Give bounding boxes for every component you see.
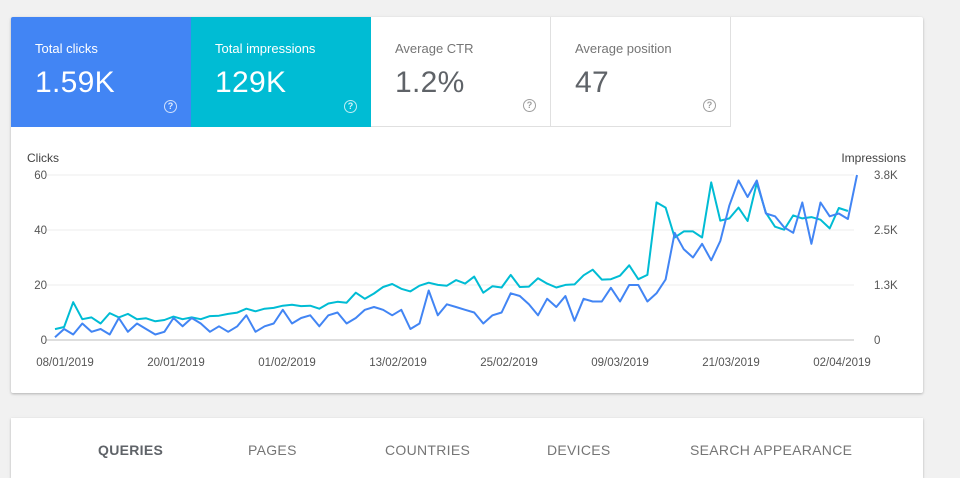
clicks-series-line bbox=[54, 174, 858, 339]
total-clicks-card[interactable]: Total clicks 1.59K ? bbox=[11, 17, 191, 127]
tab-countries[interactable]: COUNTRIES bbox=[385, 442, 471, 458]
average-ctr-value: 1.2% bbox=[395, 66, 465, 99]
average-ctr-card[interactable]: Average CTR 1.2% ? bbox=[371, 17, 551, 127]
help-icon[interactable]: ? bbox=[703, 99, 716, 112]
help-icon[interactable]: ? bbox=[523, 99, 536, 112]
impressions-series-line bbox=[54, 181, 849, 331]
chart-lines bbox=[54, 174, 858, 339]
tab-devices[interactable]: DEVICES bbox=[547, 442, 611, 458]
x-tick-label: 08/01/2019 bbox=[36, 357, 94, 369]
report-tabs: QUERIES PAGES COUNTRIES DEVICES SEARCH APPEA… bbox=[11, 418, 923, 478]
total-impressions-card[interactable]: Total impressions 129K ? bbox=[191, 17, 371, 127]
right-tick-label: 0 bbox=[874, 335, 880, 347]
tab-queries[interactable]: QUERIES bbox=[98, 442, 164, 458]
average-ctr-label: Average CTR bbox=[395, 41, 474, 56]
left-tick-label: 20 bbox=[34, 280, 47, 292]
x-tick-label: 25/02/2019 bbox=[480, 357, 538, 369]
right-tick-label: 1.3K bbox=[874, 280, 898, 292]
average-position-label: Average position bbox=[575, 41, 672, 56]
total-impressions-label: Total impressions bbox=[215, 41, 316, 56]
performance-card: Total clicks 1.59K ? Total impressions 1… bbox=[11, 17, 923, 393]
chart-grid bbox=[46, 174, 854, 341]
help-icon[interactable]: ? bbox=[344, 100, 357, 113]
chart-ticks: 60 40 20 0 3.8K 2.5K 1.3K 0 08/01/2019 20/01/2019… bbox=[34, 170, 898, 369]
x-tick-label: 09/03/2019 bbox=[591, 357, 649, 369]
tab-pages[interactable]: PAGES bbox=[248, 442, 297, 458]
total-clicks-label: Total clicks bbox=[35, 41, 98, 56]
performance-chart[interactable]: Clicks Impressions 60402003.8K2.5K1.3K00… bbox=[11, 17, 923, 393]
left-tick-label: 40 bbox=[34, 225, 47, 237]
tab-search-appearance[interactable]: SEARCH APPEARANCE bbox=[690, 442, 853, 458]
right-tick-label: 2.5K bbox=[874, 225, 898, 237]
average-position-value: 47 bbox=[575, 66, 609, 99]
x-tick-label: 02/04/2019 bbox=[813, 357, 871, 369]
x-tick-label: 13/02/2019 bbox=[369, 357, 427, 369]
x-tick-label: 21/03/2019 bbox=[702, 357, 760, 369]
right-tick-label: 3.8K bbox=[874, 170, 898, 182]
left-tick-label: 60 bbox=[34, 170, 47, 182]
right-axis-title: Impressions bbox=[841, 151, 906, 165]
left-tick-label: 0 bbox=[41, 335, 47, 347]
x-tick-label: 01/02/2019 bbox=[258, 357, 316, 369]
metric-cards: Total clicks 1.59K ? Total impressions 1… bbox=[11, 17, 731, 127]
average-position-card[interactable]: Average position 47 ? bbox=[551, 17, 731, 127]
total-clicks-value: 1.59K bbox=[35, 66, 115, 99]
x-tick-label: 20/01/2019 bbox=[147, 357, 205, 369]
help-icon[interactable]: ? bbox=[164, 100, 177, 113]
left-axis-title: Clicks bbox=[27, 151, 59, 165]
total-impressions-value: 129K bbox=[215, 66, 287, 99]
